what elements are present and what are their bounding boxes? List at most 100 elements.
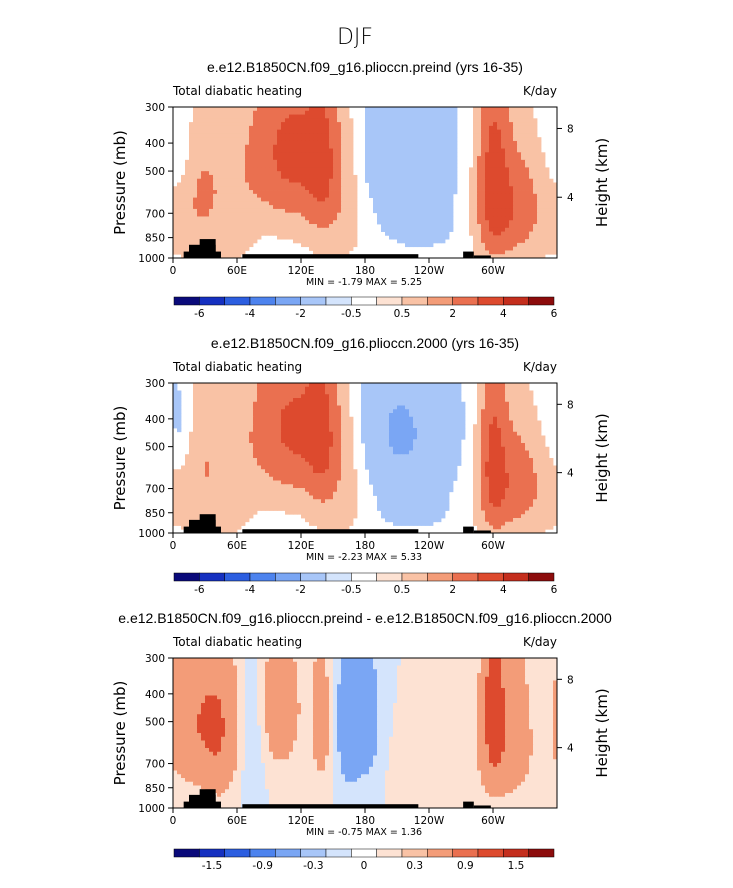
field-cell [453,133,458,138]
field-cell [373,107,378,112]
field-cell [397,193,402,198]
field-cell [301,167,306,172]
field-cell [349,208,354,214]
field-cell [369,125,374,131]
field-cell [281,450,286,455]
field-cell [205,186,210,191]
field-cell [457,454,462,459]
field-cell [237,446,242,451]
field-cell [193,235,198,240]
field-cell [493,122,498,127]
field-cell [177,424,182,429]
field-cell [253,450,258,455]
field-cell [497,140,502,146]
field-cell [325,186,330,191]
colorbar-swatch [173,296,200,306]
field-cell [173,386,178,391]
field-cell [181,254,186,259]
field-cell [337,186,342,191]
field-cell [209,193,214,198]
field-cell [309,405,314,410]
field-cell [365,110,370,115]
field-cell [529,163,534,168]
field-cell [473,122,478,127]
field-cell [417,114,422,119]
field-cell [453,129,458,134]
field-cell [321,201,326,206]
field-cell [381,201,386,206]
field-cell [373,405,378,410]
field-cell [277,182,282,187]
field-cell [269,107,274,112]
field-cell [241,239,246,244]
field-cell [521,212,526,217]
field-cell [369,148,374,153]
field-cell [293,405,298,410]
field-cell [193,454,198,459]
field-cell [317,182,322,187]
field-cell [385,424,390,429]
field-cell [425,383,430,388]
field-cell [397,186,402,191]
field-cell [281,114,286,119]
field-cell [369,420,374,425]
field-cell [301,413,306,418]
field-cell [497,193,502,198]
field-cell [397,428,402,433]
field-cell [257,443,262,448]
field-cell [233,133,238,138]
field-cell [349,439,354,444]
field-cell [333,227,338,232]
field-cell [341,118,346,123]
field-cell [293,443,298,448]
field-cell [201,205,206,210]
field-cell [525,398,530,403]
field-cell [261,201,266,206]
field-cell [429,201,434,206]
field-cell [553,216,558,221]
field-cell [385,186,390,191]
field-cell [301,420,306,425]
field-cell [441,409,446,414]
field-cell [369,174,374,180]
field-cell [201,208,206,214]
field-cell [349,197,354,202]
field-cell [477,186,482,191]
field-cell [189,137,194,142]
field-cell [333,156,338,161]
field-cell [517,254,522,259]
field-cell [425,420,430,425]
field-cell [197,201,202,206]
field-cell [493,220,498,225]
field-cell [441,383,446,388]
field-cell [249,431,254,436]
field-cell [349,443,354,448]
field-cell [429,114,434,119]
field-cell [497,114,502,119]
field-cell [533,450,538,455]
field-cell [497,242,502,248]
field-cell [289,178,294,183]
field-cell [233,428,238,433]
field-cell [261,383,266,388]
field-cell [533,220,538,225]
field-cell [501,401,506,406]
field-cell [317,178,322,183]
field-cell [513,174,518,180]
field-cell [305,118,310,123]
field-cell [441,212,446,217]
field-cell [413,435,418,440]
field-cell [413,110,418,115]
field-cell [245,220,250,225]
field-cell [209,227,214,232]
field-cell [441,171,446,176]
field-cell [477,409,482,414]
field-cell [333,140,338,146]
field-cell [221,450,226,455]
field-cell [301,450,306,455]
field-cell [229,439,234,444]
field-cell [273,383,278,388]
y2-axis-label: Height (km) [593,138,611,227]
field-cell [289,401,294,406]
field-cell [409,140,414,146]
